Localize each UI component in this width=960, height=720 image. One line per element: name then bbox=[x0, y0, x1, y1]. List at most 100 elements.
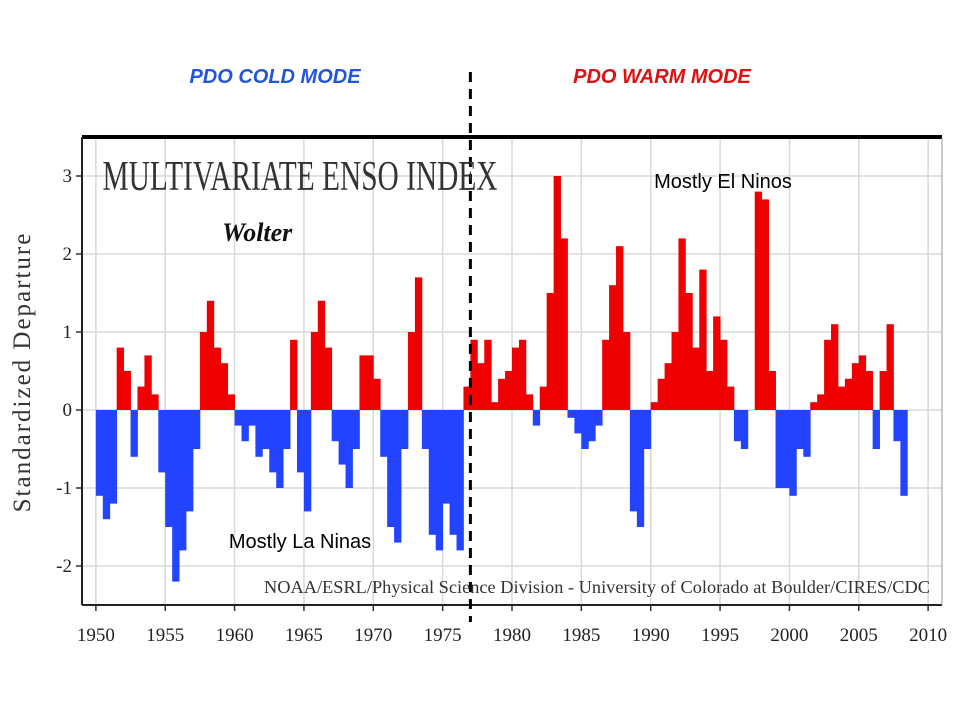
x-tick-label: 1975 bbox=[424, 625, 462, 646]
bar bbox=[692, 347, 700, 410]
bar bbox=[525, 394, 534, 410]
bar bbox=[865, 371, 874, 410]
bar bbox=[900, 410, 908, 496]
x-tick-label: 1990 bbox=[632, 625, 670, 646]
bar bbox=[609, 285, 617, 410]
bar bbox=[359, 355, 367, 410]
bar bbox=[227, 394, 235, 410]
la-nina-label: Mostly La Ninas bbox=[229, 531, 371, 553]
bar bbox=[643, 410, 652, 449]
bar bbox=[796, 410, 804, 449]
bar bbox=[338, 410, 346, 465]
bar bbox=[317, 300, 326, 410]
plot-area: -2 -1 0 1 2 3 1950 1955 1960 1965 1970 1975 1980 1985… bbox=[56, 72, 947, 646]
bar bbox=[352, 410, 360, 449]
bar bbox=[727, 386, 735, 410]
bar bbox=[886, 324, 894, 410]
x-tick-label: 1980 bbox=[493, 625, 531, 646]
bar bbox=[470, 339, 478, 410]
bar bbox=[345, 410, 353, 488]
bar bbox=[102, 410, 111, 520]
bar bbox=[560, 238, 568, 410]
chart-title: MULTIVARIATE ENSO INDEX bbox=[103, 154, 498, 200]
bar bbox=[879, 371, 887, 410]
bar bbox=[824, 339, 832, 410]
chart-subtitle: Wolter bbox=[222, 218, 293, 247]
bar bbox=[165, 410, 173, 527]
bar bbox=[303, 410, 312, 512]
bar bbox=[567, 410, 575, 418]
bar bbox=[373, 378, 381, 410]
bar bbox=[539, 386, 548, 410]
bar bbox=[761, 199, 770, 410]
bar bbox=[553, 176, 561, 410]
bar bbox=[442, 410, 450, 504]
bar bbox=[512, 347, 520, 410]
bar bbox=[546, 293, 555, 410]
bar bbox=[192, 410, 201, 449]
bar bbox=[602, 339, 610, 410]
bar bbox=[158, 410, 166, 473]
bar bbox=[851, 363, 860, 410]
bar bbox=[428, 410, 437, 535]
bar bbox=[518, 339, 527, 410]
bar bbox=[671, 332, 679, 410]
bar bbox=[505, 371, 513, 410]
bar bbox=[491, 402, 499, 410]
x-tick-label: 2010 bbox=[909, 625, 947, 646]
bar bbox=[179, 410, 187, 551]
bar bbox=[310, 332, 319, 410]
bar bbox=[241, 410, 249, 442]
bar bbox=[616, 246, 624, 410]
bar bbox=[463, 386, 471, 410]
x-tick-label: 1955 bbox=[146, 625, 184, 646]
bar bbox=[394, 410, 402, 543]
bar bbox=[324, 347, 333, 410]
bar bbox=[740, 410, 749, 449]
bar bbox=[699, 269, 707, 410]
bar bbox=[893, 410, 901, 442]
bar bbox=[248, 410, 256, 426]
bar bbox=[706, 371, 714, 410]
bar bbox=[449, 410, 457, 535]
bar bbox=[262, 410, 270, 449]
x-tick-label: 1950 bbox=[77, 625, 115, 646]
bar bbox=[290, 339, 298, 410]
bar bbox=[401, 410, 409, 449]
bar bbox=[116, 347, 125, 410]
bar bbox=[421, 410, 430, 449]
bar bbox=[685, 293, 693, 410]
bar bbox=[837, 386, 846, 410]
bar bbox=[831, 324, 839, 410]
bar bbox=[283, 410, 291, 449]
bar bbox=[414, 277, 423, 410]
bar bbox=[269, 410, 277, 473]
bar bbox=[276, 410, 284, 488]
bar bbox=[387, 410, 395, 527]
bar bbox=[95, 410, 104, 496]
bar bbox=[484, 339, 492, 410]
x-tick-label: 1965 bbox=[285, 625, 323, 646]
bar bbox=[733, 410, 742, 442]
bar bbox=[678, 238, 686, 410]
y-tick-label: 2 bbox=[63, 244, 73, 265]
bar bbox=[199, 332, 208, 410]
bar bbox=[366, 355, 374, 410]
x-tick-label: 1995 bbox=[701, 625, 739, 646]
bar bbox=[664, 363, 672, 410]
y-tick-label: -2 bbox=[56, 556, 72, 577]
bar bbox=[213, 347, 222, 410]
x-tick-label: 1985 bbox=[562, 625, 600, 646]
bar bbox=[220, 363, 229, 410]
bar bbox=[477, 363, 485, 410]
bar bbox=[297, 410, 305, 473]
bar bbox=[588, 410, 596, 442]
credit: NOAA/ESRL/Physical Science Division - Un… bbox=[264, 577, 930, 597]
bar bbox=[498, 378, 506, 410]
y-tick-label: 0 bbox=[63, 400, 73, 421]
bar bbox=[574, 410, 582, 434]
bar bbox=[109, 410, 118, 504]
x-tick-label: 1970 bbox=[354, 625, 392, 646]
bar bbox=[622, 332, 631, 410]
